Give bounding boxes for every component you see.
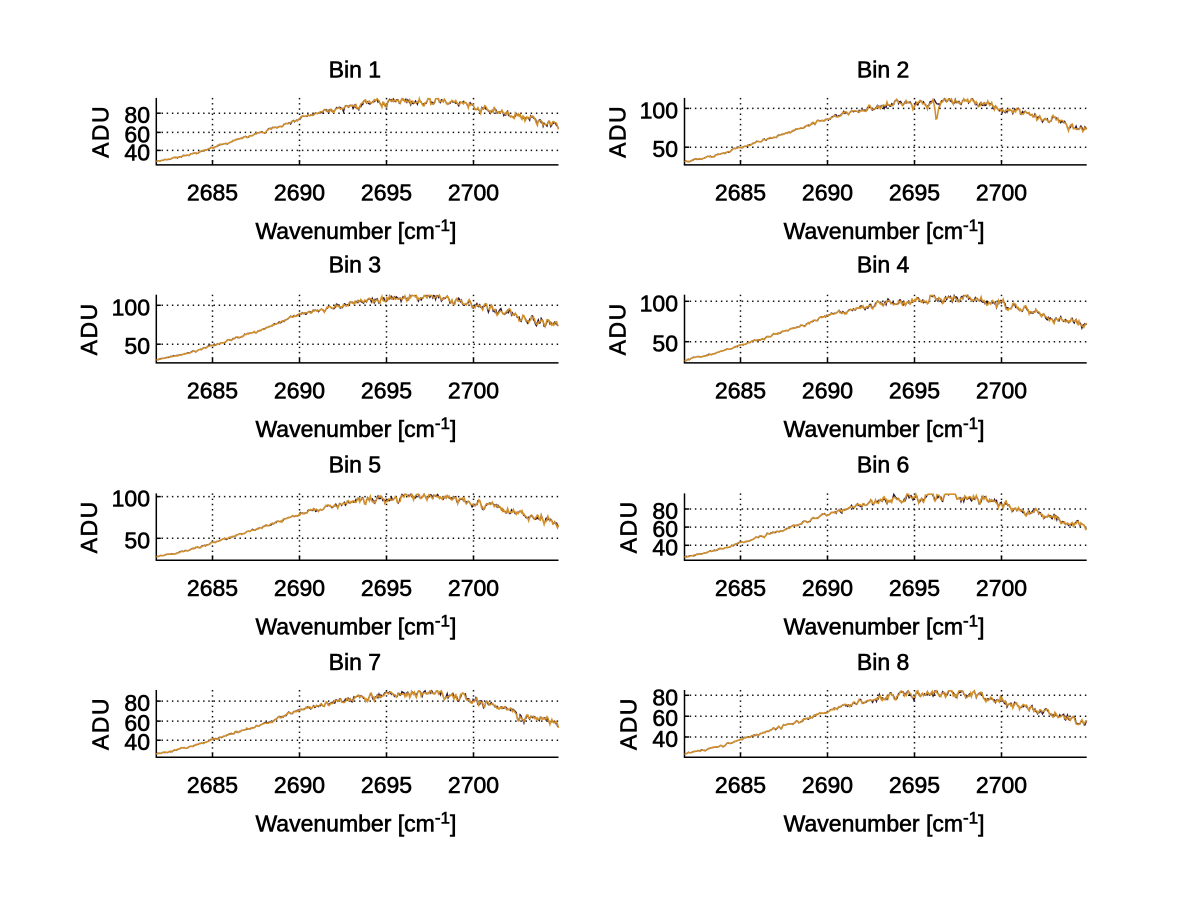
svg-text:2700: 2700 <box>976 378 1027 404</box>
svg-text:60: 60 <box>652 516 678 542</box>
svg-text:2690: 2690 <box>274 575 325 601</box>
svg-text:2700: 2700 <box>976 575 1027 601</box>
svg-text:80: 80 <box>652 684 678 710</box>
svg-text:ADU: ADU <box>76 302 102 355</box>
svg-text:Bin 8: Bin 8 <box>857 649 909 675</box>
svg-text:Bin 7: Bin 7 <box>329 649 381 675</box>
svg-text:40: 40 <box>652 534 678 560</box>
svg-text:2695: 2695 <box>361 575 412 601</box>
svg-text:Bin 3: Bin 3 <box>329 252 381 278</box>
svg-text:Wavenumber [cm-1]: Wavenumber [cm-1] <box>255 611 456 639</box>
svg-text:100: 100 <box>112 486 150 512</box>
svg-text:60: 60 <box>652 705 678 731</box>
svg-text:2695: 2695 <box>889 575 940 601</box>
svg-text:2685: 2685 <box>715 180 766 206</box>
svg-text:50: 50 <box>652 331 678 357</box>
svg-text:80: 80 <box>124 690 150 716</box>
svg-text:Bin 1: Bin 1 <box>329 57 381 83</box>
svg-text:2700: 2700 <box>448 378 499 404</box>
svg-text:ADU: ADU <box>605 302 631 355</box>
svg-text:2690: 2690 <box>802 180 853 206</box>
svg-text:2690: 2690 <box>274 378 325 404</box>
svg-text:Wavenumber [cm-1]: Wavenumber [cm-1] <box>255 414 456 442</box>
svg-text:Wavenumber [cm-1]: Wavenumber [cm-1] <box>784 216 985 244</box>
svg-text:Wavenumber [cm-1]: Wavenumber [cm-1] <box>255 808 456 836</box>
svg-text:ADU: ADU <box>88 697 114 750</box>
svg-text:80: 80 <box>124 102 150 128</box>
svg-text:ADU: ADU <box>616 697 642 750</box>
svg-text:Bin 4: Bin 4 <box>857 252 910 278</box>
svg-text:2695: 2695 <box>889 378 940 404</box>
svg-text:Wavenumber [cm-1]: Wavenumber [cm-1] <box>255 216 456 244</box>
svg-text:Bin 2: Bin 2 <box>857 57 909 83</box>
svg-text:2700: 2700 <box>976 180 1027 206</box>
svg-text:Bin 5: Bin 5 <box>329 452 381 478</box>
svg-text:2695: 2695 <box>889 772 940 798</box>
svg-text:60: 60 <box>124 121 150 147</box>
svg-text:50: 50 <box>124 527 150 553</box>
svg-text:2690: 2690 <box>802 575 853 601</box>
svg-text:ADU: ADU <box>616 500 642 553</box>
svg-text:2695: 2695 <box>361 378 412 404</box>
svg-text:ADU: ADU <box>605 105 631 158</box>
svg-text:2700: 2700 <box>976 772 1027 798</box>
svg-text:2685: 2685 <box>715 772 766 798</box>
svg-text:100: 100 <box>640 290 678 316</box>
svg-text:2690: 2690 <box>802 378 853 404</box>
svg-text:2685: 2685 <box>187 772 238 798</box>
svg-text:2690: 2690 <box>274 772 325 798</box>
svg-text:40: 40 <box>124 139 150 165</box>
svg-text:2690: 2690 <box>274 180 325 206</box>
svg-text:2700: 2700 <box>448 772 499 798</box>
svg-text:2695: 2695 <box>889 180 940 206</box>
svg-text:60: 60 <box>124 710 150 736</box>
svg-text:Wavenumber [cm-1]: Wavenumber [cm-1] <box>784 611 985 639</box>
svg-text:Bin 6: Bin 6 <box>857 452 909 478</box>
svg-text:100: 100 <box>112 294 150 320</box>
svg-text:80: 80 <box>652 498 678 524</box>
svg-text:2700: 2700 <box>448 575 499 601</box>
svg-text:2685: 2685 <box>715 575 766 601</box>
svg-text:Wavenumber [cm-1]: Wavenumber [cm-1] <box>784 808 985 836</box>
svg-text:2685: 2685 <box>715 378 766 404</box>
svg-text:2685: 2685 <box>187 378 238 404</box>
svg-text:2685: 2685 <box>187 575 238 601</box>
svg-text:50: 50 <box>124 333 150 359</box>
svg-text:50: 50 <box>652 136 678 162</box>
svg-text:ADU: ADU <box>88 105 114 158</box>
svg-text:100: 100 <box>640 97 678 123</box>
svg-text:ADU: ADU <box>76 500 102 553</box>
svg-text:2700: 2700 <box>448 180 499 206</box>
svg-text:2685: 2685 <box>187 180 238 206</box>
svg-text:2695: 2695 <box>361 180 412 206</box>
svg-text:40: 40 <box>124 729 150 755</box>
svg-text:2690: 2690 <box>802 772 853 798</box>
svg-text:40: 40 <box>652 726 678 752</box>
svg-text:2695: 2695 <box>361 772 412 798</box>
svg-text:Wavenumber [cm-1]: Wavenumber [cm-1] <box>784 414 985 442</box>
